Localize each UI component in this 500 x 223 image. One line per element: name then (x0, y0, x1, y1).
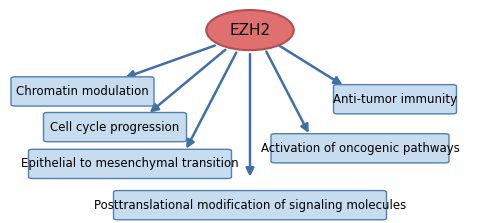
FancyBboxPatch shape (271, 134, 449, 163)
Text: Cell cycle progression: Cell cycle progression (50, 121, 180, 134)
Text: Posttranslational modification of signaling molecules: Posttranslational modification of signal… (94, 199, 406, 212)
Text: Chromatin modulation: Chromatin modulation (16, 85, 149, 98)
Text: Epithelial to mesenchymal transition: Epithelial to mesenchymal transition (21, 157, 239, 170)
FancyBboxPatch shape (28, 149, 232, 178)
Ellipse shape (206, 10, 294, 50)
Text: Activation of oncogenic pathways: Activation of oncogenic pathways (260, 142, 460, 155)
Text: Anti-tumor immunity: Anti-tumor immunity (333, 93, 457, 106)
FancyBboxPatch shape (114, 190, 386, 220)
FancyBboxPatch shape (11, 77, 154, 106)
FancyBboxPatch shape (334, 85, 456, 114)
FancyBboxPatch shape (44, 112, 187, 142)
Text: EZH2: EZH2 (230, 23, 270, 38)
